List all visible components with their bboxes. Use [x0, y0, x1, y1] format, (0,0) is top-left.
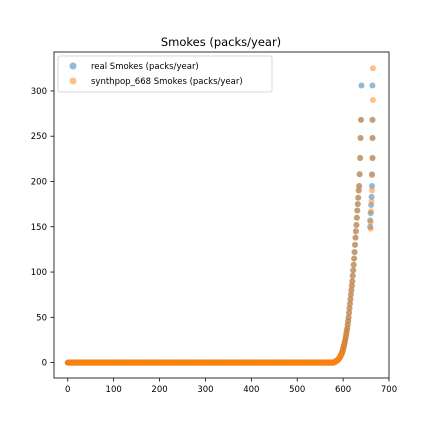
y-tick-label: 50 [36, 313, 47, 323]
data-point-real [358, 82, 365, 89]
data-point-synthpop [350, 261, 357, 268]
data-point-real [368, 193, 375, 200]
data-point-synthpop [352, 228, 359, 235]
x-tick-label: 500 [289, 385, 305, 395]
data-point-synthpop [354, 207, 361, 214]
legend-label-synthpop: synthpop_668 Smokes (packs/year) [91, 77, 243, 87]
y-tick-label: 300 [31, 87, 47, 97]
data-point-synthpop [356, 171, 363, 178]
data-point-real [369, 82, 376, 89]
data-point-synthpop [349, 272, 356, 279]
data-point-synthpop [369, 116, 376, 123]
y-tick-label: 200 [31, 177, 47, 187]
data-point-synthpop [369, 65, 376, 72]
plot-frame [53, 51, 390, 379]
data-point-synthpop [346, 305, 353, 312]
data-point-synthpop [353, 221, 360, 228]
data-point-synthpop [355, 187, 362, 194]
x-tick-label: 400 [243, 385, 259, 395]
x-tick-label: 600 [335, 385, 351, 395]
data-point-synthpop [348, 287, 355, 294]
data-point-synthpop [354, 201, 361, 208]
data-point-synthpop [367, 225, 374, 232]
data-point-synthpop [357, 154, 364, 161]
x-tick-label: 200 [151, 385, 167, 395]
y-tick-label: 100 [31, 268, 47, 278]
data-point-synthpop [353, 214, 360, 221]
y-axis: 0 50 100 150 200 250 300 [31, 87, 54, 369]
legend: real Smokes (packs/year) synthpop_668 Sm… [57, 55, 273, 93]
points-layer [64, 65, 376, 366]
y-tick-label: 0 [42, 359, 47, 369]
x-tick-label: 0 [65, 385, 70, 395]
data-point-synthpop [368, 208, 375, 215]
data-point-synthpop [369, 187, 376, 194]
data-point-synthpop [346, 309, 353, 316]
data-point-synthpop [358, 116, 365, 123]
data-point-synthpop [345, 314, 352, 321]
legend-marker-synthpop [69, 77, 77, 85]
data-point-real [369, 183, 376, 190]
legend-label-real: real Smokes (packs/year) [91, 62, 199, 72]
data-point-synthpop [369, 96, 376, 103]
data-point-synthpop [367, 219, 374, 226]
data-point-synthpop [369, 154, 376, 161]
data-point-synthpop [348, 282, 355, 289]
y-tick-label: 150 [31, 223, 47, 233]
x-tick-label: 100 [106, 385, 122, 395]
data-point-synthpop [351, 249, 358, 256]
legend-box [57, 55, 273, 93]
y-tick-label: 250 [31, 132, 47, 142]
legend-marker-real [69, 62, 77, 70]
data-point-synthpop [347, 296, 354, 303]
x-axis: 0 100 200 300 400 500 600 700 [65, 378, 397, 395]
x-tick-label: 300 [197, 385, 213, 395]
data-point-synthpop [355, 194, 362, 201]
data-point-synthpop [349, 278, 356, 285]
data-point-synthpop [352, 241, 359, 248]
x-tick-label: 700 [381, 385, 397, 395]
data-point-synthpop [346, 300, 353, 307]
data-point-synthpop [347, 291, 354, 298]
data-point-synthpop [356, 183, 363, 190]
data-point-synthpop [350, 267, 357, 274]
data-point-synthpop [357, 135, 364, 142]
chart-title: Smokes (packs/year) [161, 35, 281, 49]
data-point-synthpop [369, 135, 376, 142]
data-point-synthpop [352, 234, 359, 241]
data-point-synthpop [369, 172, 376, 179]
data-point-synthpop [368, 198, 375, 205]
data-point-synthpop [351, 255, 358, 262]
